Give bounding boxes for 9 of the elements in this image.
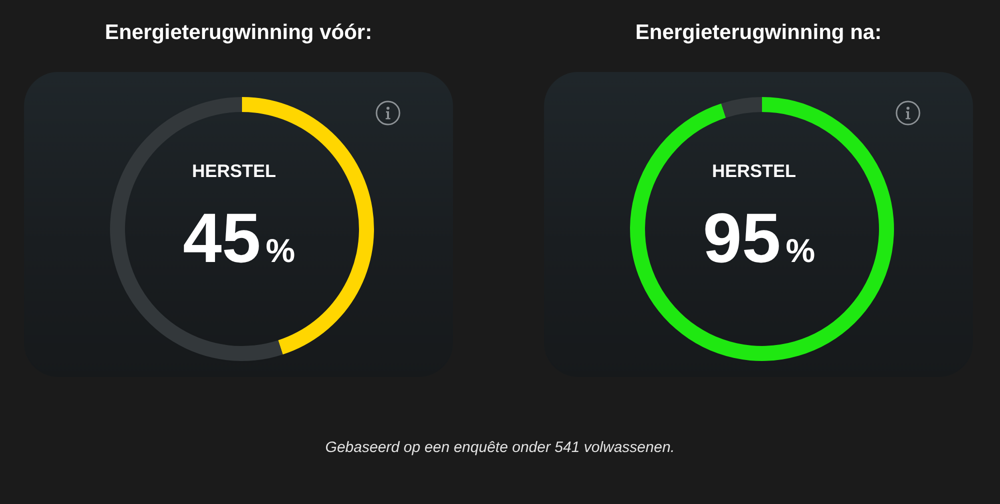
chart-title: Energieterugwinning vóór: [104,21,374,45]
donut-slice [630,97,894,361]
data-label: 45% [182,199,296,277]
text: HERSTEL [712,161,796,181]
text: HERSTEL [192,161,276,181]
donut-slice [721,97,762,118]
data-label: 95% [702,199,816,277]
text: Gebaseerd op een enquête onder 541 volwassenen. [324,439,676,457]
chart-title: Energieterugwinning na: [634,21,883,45]
